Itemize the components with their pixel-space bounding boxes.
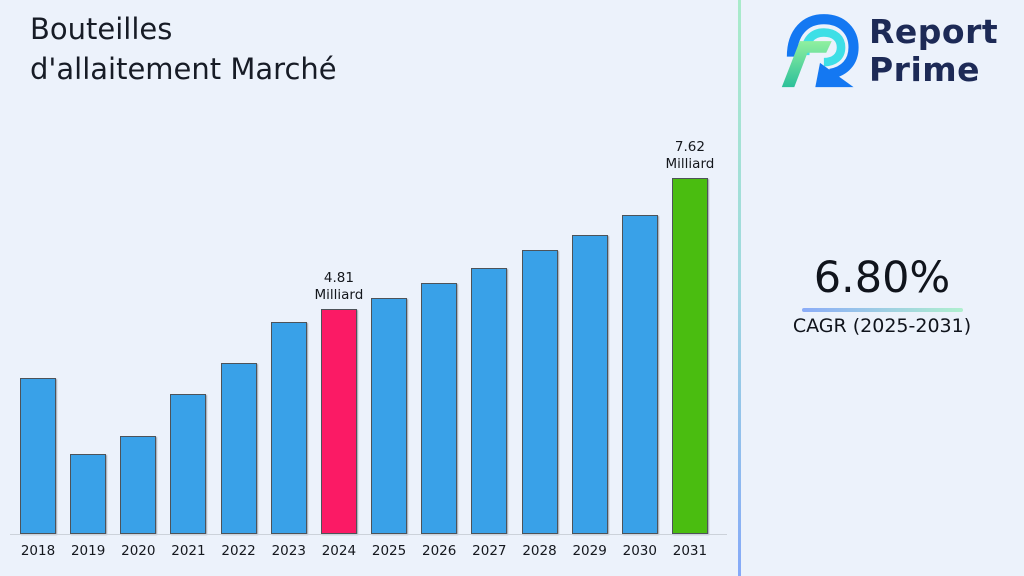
bar-2021 (170, 393, 207, 534)
x-tick-2030: 2030 (622, 543, 657, 559)
bar-2020 (120, 435, 157, 534)
x-tick-2020: 2020 (121, 543, 156, 559)
x-tick-2025: 2025 (371, 543, 407, 559)
page-title: Bouteilles d'allaitement Marché (30, 9, 337, 89)
brand-wordmark-line2: Prime (869, 50, 981, 89)
bar-2019 (70, 454, 107, 534)
bar-2029 (571, 235, 608, 534)
report-prime-logo-icon (781, 14, 859, 88)
x-tick-2026: 2026 (422, 543, 457, 559)
brand-wordmark: Report Prime (869, 13, 998, 89)
cagr-underline-accent (802, 308, 963, 312)
x-tick-2022: 2022 (221, 543, 256, 559)
bar-2031 (671, 178, 708, 534)
bar-2022 (220, 363, 257, 534)
x-tick-2019: 2019 (70, 543, 106, 559)
cagr-label: CAGR (2025-2031) (792, 315, 972, 337)
brand-wordmark-line1: Report (869, 12, 999, 51)
x-tick-2029: 2029 (572, 543, 607, 559)
x-tick-2023: 2023 (271, 543, 306, 559)
x-axis-line (10, 534, 727, 535)
bar-2018 (20, 377, 56, 534)
x-tick-2027: 2027 (472, 543, 507, 559)
x-tick-2024: 2024 (321, 543, 357, 559)
x-tick-2018: 2018 (20, 543, 56, 559)
bar-2025 (371, 298, 408, 534)
x-tick-2031: 2031 (672, 543, 708, 559)
bar-2027 (471, 268, 508, 534)
bar-2023 (270, 321, 307, 534)
bar-2024 (320, 309, 357, 534)
x-tick-2021: 2021 (171, 543, 206, 559)
x-tick-2028: 2028 (522, 543, 557, 559)
bar-2030 (621, 214, 658, 534)
page-title-line2: d'allaitement Marché (30, 52, 337, 86)
bar-2026 (421, 283, 458, 534)
cagr-value: 6.80% (813, 253, 951, 303)
vertical-divider (738, 0, 741, 576)
bar-2028 (521, 249, 558, 534)
page-title-line1: Bouteilles (30, 12, 173, 46)
value-annotation-2024: 4.81 Milliard (314, 270, 364, 304)
value-annotation-2031: 7.62 Milliard (665, 139, 715, 172)
